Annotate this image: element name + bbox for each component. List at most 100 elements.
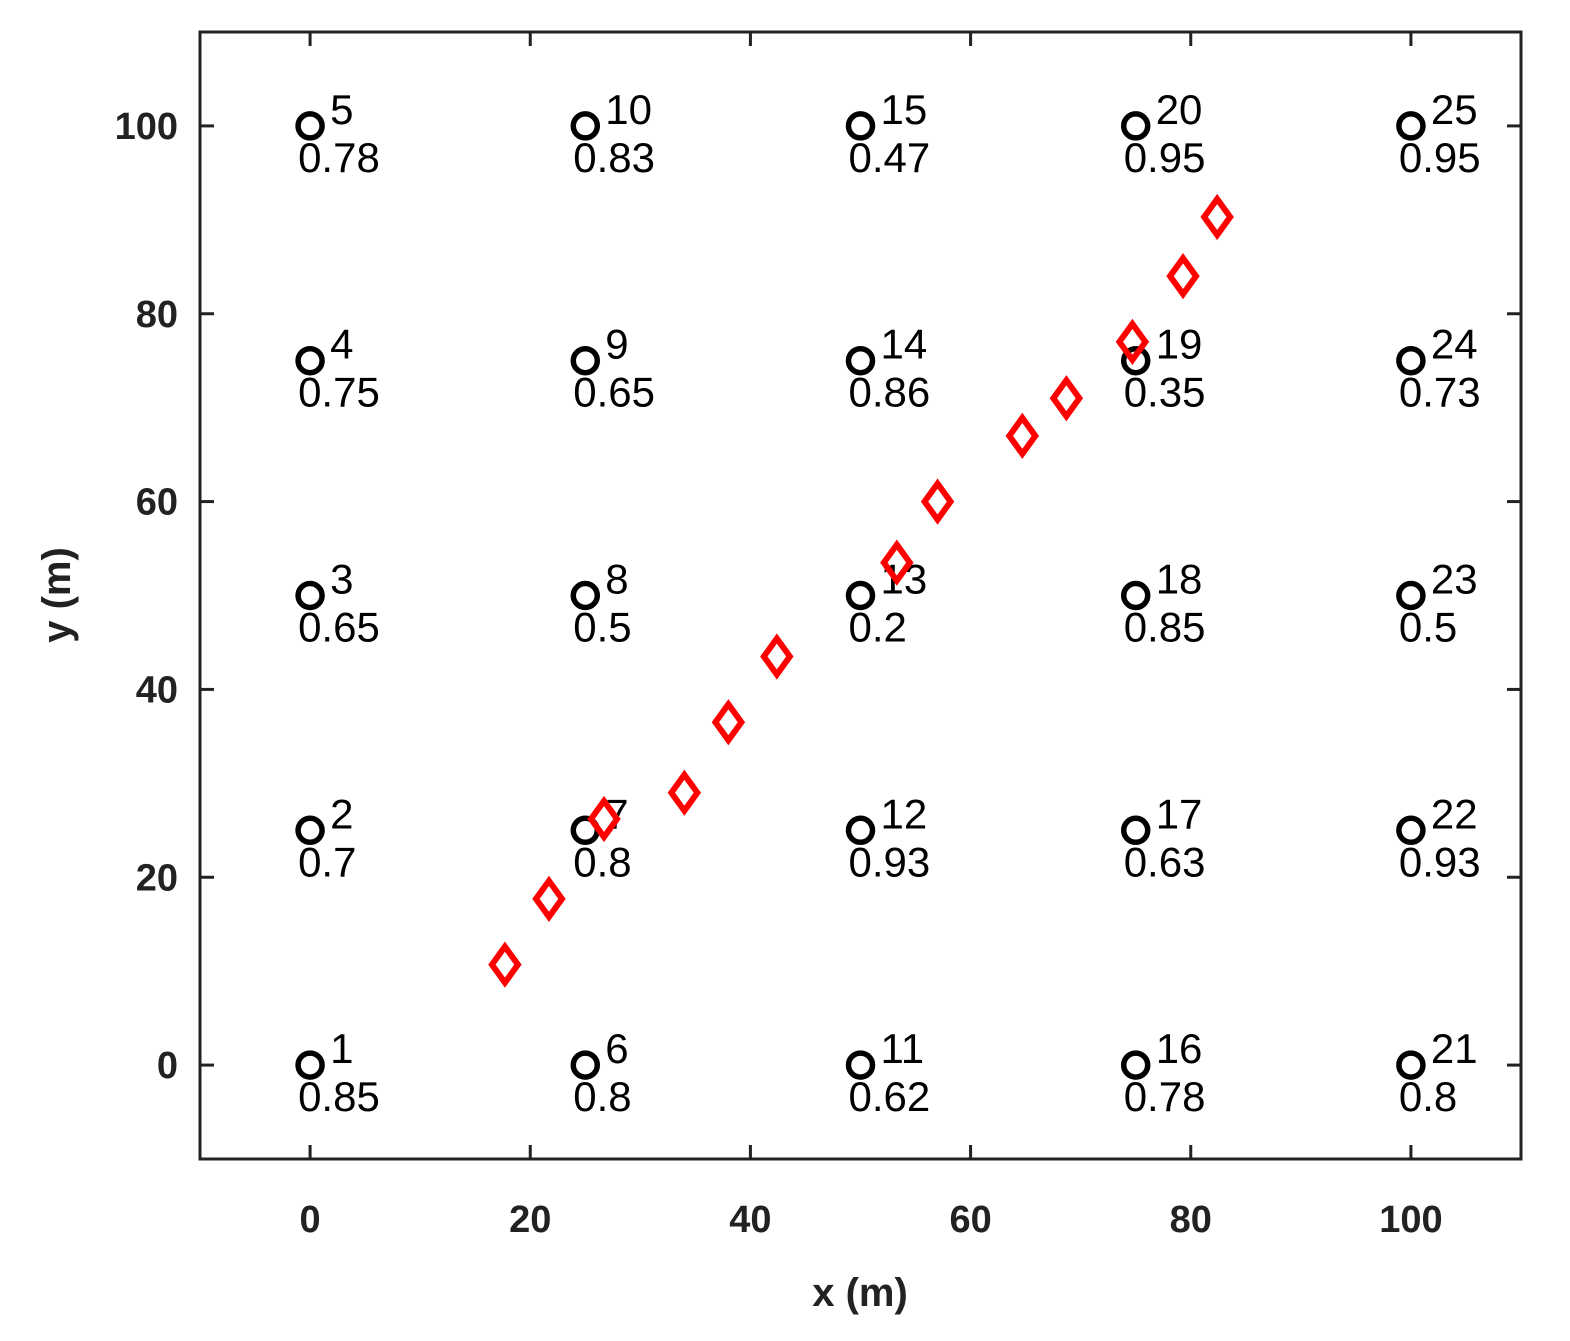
node-value-label-1: 0.85	[298, 1073, 380, 1120]
node-id-label-17: 17	[1156, 790, 1203, 837]
node-value-label-20: 0.95	[1124, 134, 1206, 181]
node-17: 170.63	[1120, 790, 1206, 885]
node-value-label-9: 0.65	[573, 369, 655, 416]
path-point-13	[1200, 193, 1234, 241]
path-point-3	[587, 795, 621, 843]
node-value-label-2: 0.7	[298, 838, 356, 885]
path-point-4	[667, 769, 702, 816]
node-marker-11	[845, 1050, 876, 1080]
x-tick-label-1: 20	[509, 1199, 551, 1241]
node-id-label-11: 11	[881, 1025, 925, 1072]
node-marker-14	[845, 345, 876, 376]
node-id-label-22: 22	[1431, 790, 1478, 837]
node-value-label-19: 0.35	[1124, 369, 1206, 416]
y-tick-label-3: 60	[136, 482, 178, 524]
node-marker-12	[845, 815, 876, 846]
node-id-label-12: 12	[881, 790, 928, 837]
node-25: 250.95	[1396, 86, 1481, 181]
node-id-label-25: 25	[1431, 86, 1478, 133]
x-tick-label-2: 40	[729, 1199, 771, 1241]
node-id-label-23: 23	[1431, 556, 1478, 603]
node-11: 110.62	[845, 1025, 931, 1120]
node-marker-4	[295, 345, 325, 376]
node-id-label-15: 15	[881, 86, 928, 133]
x-tick-label-5: 100	[1379, 1199, 1442, 1241]
node-marker-20	[1120, 111, 1151, 141]
node-value-label-24: 0.73	[1399, 369, 1481, 416]
y-tick-label-4: 80	[136, 294, 178, 336]
path-point-10	[1049, 375, 1084, 422]
node-10: 100.83	[570, 86, 655, 181]
node-9: 90.65	[570, 321, 655, 416]
node-id-label-9: 9	[605, 321, 628, 368]
node-value-label-8: 0.5	[573, 604, 631, 651]
y-tick-label-0: 0	[157, 1045, 178, 1087]
node-1: 10.85	[295, 1025, 380, 1120]
node-24: 240.73	[1396, 321, 1481, 416]
node-marker-17	[1120, 815, 1151, 846]
node-21: 210.8	[1396, 1025, 1478, 1120]
path-point-9	[1005, 412, 1040, 459]
node-marker-5	[295, 111, 325, 141]
path-point-1	[488, 941, 522, 988]
x-axis-label: x (m)	[812, 1271, 908, 1315]
node-23: 230.5	[1396, 556, 1478, 651]
node-2: 20.7	[295, 790, 356, 885]
node-id-label-3: 3	[330, 556, 353, 603]
y-tick-label-1: 20	[136, 857, 178, 899]
node-marker-10	[570, 111, 601, 141]
node-20: 200.95	[1120, 86, 1206, 181]
node-marker-19	[1120, 345, 1151, 376]
node-18: 180.85	[1120, 556, 1205, 651]
node-13: 130.2	[845, 556, 928, 651]
node-3: 30.65	[295, 556, 380, 651]
node-value-label-15: 0.47	[849, 134, 931, 181]
node-marker-8	[570, 580, 601, 611]
node-id-label-24: 24	[1431, 321, 1478, 368]
node-8: 80.5	[570, 556, 632, 651]
node-22: 220.93	[1396, 790, 1481, 885]
x-tick-label-0: 0	[300, 1199, 321, 1241]
node-value-label-3: 0.65	[298, 604, 380, 651]
path-point-7	[880, 539, 914, 586]
node-value-label-4: 0.75	[298, 369, 380, 416]
node-marker-3	[295, 580, 325, 611]
node-value-label-21: 0.8	[1399, 1073, 1457, 1120]
path-point-8	[920, 478, 955, 525]
node-value-label-13: 0.2	[849, 604, 907, 651]
path-point-11	[1115, 318, 1150, 366]
path-point-2	[532, 875, 566, 922]
node-id-label-5: 5	[330, 86, 353, 133]
node-value-label-5: 0.78	[298, 134, 380, 181]
path-point-6	[760, 633, 794, 680]
node-value-label-17: 0.63	[1124, 838, 1206, 885]
node-id-label-1: 1	[330, 1025, 353, 1072]
node-12: 120.93	[845, 790, 930, 885]
path-point-5	[711, 699, 746, 746]
node-15: 150.47	[845, 86, 931, 181]
node-19: 190.35	[1120, 321, 1206, 416]
node-marker-6	[570, 1050, 601, 1080]
node-marker-1	[295, 1050, 325, 1080]
node-marker-18	[1120, 580, 1151, 611]
node-marker-16	[1120, 1050, 1151, 1080]
node-value-label-25: 0.95	[1399, 134, 1481, 181]
node-value-label-11: 0.62	[849, 1073, 931, 1120]
node-5: 50.78	[295, 86, 380, 181]
sensor-nodes: 10.8520.730.6540.7550.7860.870.880.590.6…	[295, 86, 1481, 1120]
path-point-12	[1166, 253, 1200, 300]
node-marker-9	[570, 345, 601, 376]
node-id-label-8: 8	[605, 556, 628, 603]
plot-frame	[198, 30, 1523, 1161]
trajectory-points	[488, 193, 1234, 988]
node-marker-25	[1396, 111, 1426, 141]
node-id-label-13: 13	[881, 556, 928, 603]
tick-marks	[200, 32, 1521, 1159]
node-id-label-4: 4	[330, 321, 353, 368]
node-id-label-10: 10	[605, 86, 652, 133]
y-axis-label: y (m)	[35, 547, 79, 643]
node-marker-22	[1396, 815, 1426, 846]
node-id-label-2: 2	[330, 790, 353, 837]
